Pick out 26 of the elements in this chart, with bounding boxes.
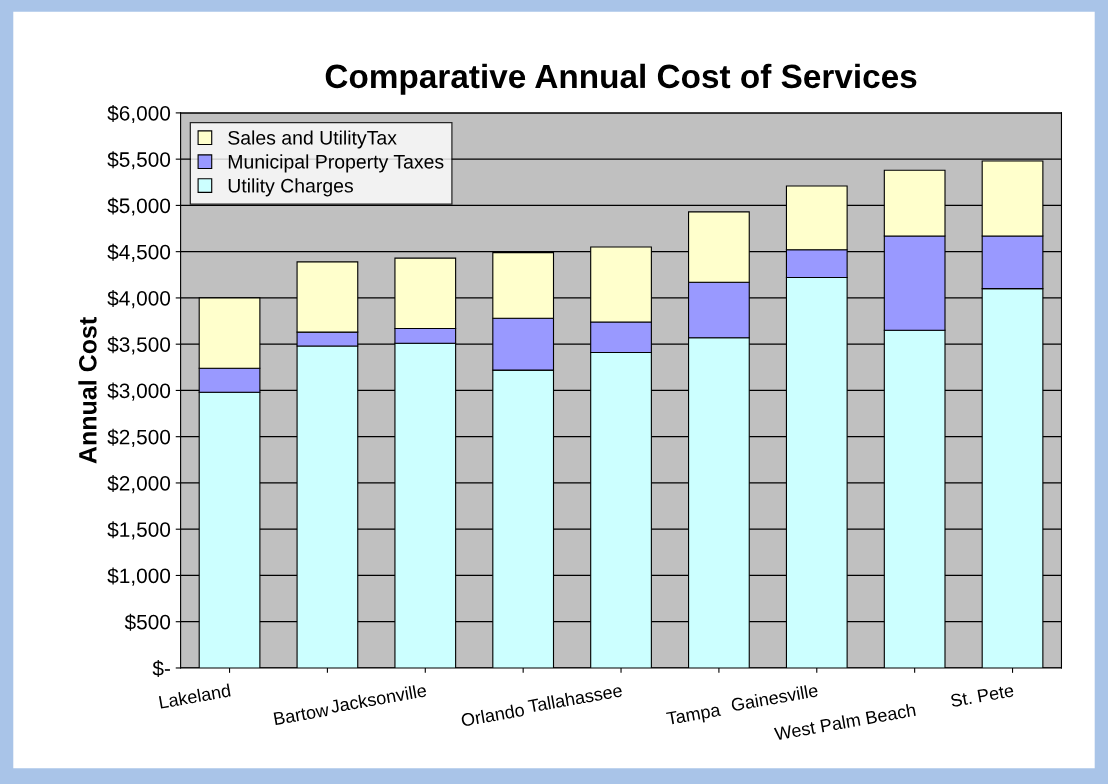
- y-tick-label: $2,500: [107, 428, 171, 447]
- y-tick-label: $3,000: [107, 382, 171, 401]
- y-tick-label: $500: [124, 613, 171, 631]
- chart-title: Comparative Annual Cost of Services: [325, 63, 917, 95]
- legend-label: Municipal Property Taxes: [228, 154, 444, 173]
- y-tick-label: $5,500: [107, 151, 171, 170]
- x-tick-label: Lakeland: [158, 683, 231, 709]
- legend-label: Sales and UtilityTax: [228, 130, 397, 149]
- y-tick-label: $-: [152, 660, 170, 677]
- y-tick-label: $1,000: [107, 567, 171, 586]
- x-tick-label: Tampa: [666, 703, 722, 729]
- y-tick-label: $5,000: [107, 197, 171, 216]
- legend-label: Utility Charges: [228, 178, 353, 197]
- x-tick-label: Gainesville: [730, 683, 819, 712]
- x-tick-label: Orlando: [460, 702, 525, 727]
- y-tick-label: $4,500: [107, 243, 171, 262]
- x-tick-label: Jacksonville: [329, 683, 427, 714]
- y-tick-label: $2,000: [107, 475, 171, 494]
- y-tick-label: $1,500: [107, 521, 171, 540]
- x-tick-label: Tallahassee: [527, 683, 623, 713]
- y-tick-label: $6,000: [107, 105, 171, 124]
- x-tick-label: Bartow: [273, 703, 330, 726]
- y-tick-label: $4,000: [107, 290, 171, 309]
- x-tick-label: St. Pete: [950, 683, 1015, 708]
- y-tick-label: $3,500: [107, 336, 171, 355]
- y-axis-title: Annual Cost: [78, 317, 97, 464]
